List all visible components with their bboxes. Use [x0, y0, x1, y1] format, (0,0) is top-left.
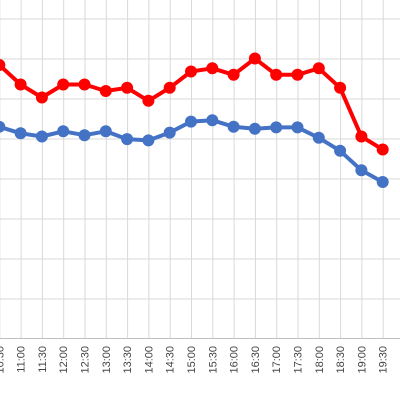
x-tick-label: 11:30 [37, 346, 49, 373]
data-point [355, 130, 368, 143]
data-point [99, 85, 112, 97]
x-tick-label: 15:00 [186, 346, 198, 374]
x-tick-label: 17:30 [293, 346, 305, 374]
grid [0, 0, 400, 339]
data-point [312, 62, 325, 75]
data-point [78, 129, 91, 142]
data-point [142, 134, 155, 147]
data-point [163, 81, 176, 94]
data-point [0, 120, 6, 133]
data-point [270, 68, 283, 81]
data-point [78, 78, 91, 91]
x-axis-tick-labels: 10:0010:3011:0011:3012:0012:3013:0013:30… [0, 346, 390, 374]
x-tick-label: 17:00 [271, 346, 283, 374]
x-tick-label: 19:00 [356, 346, 368, 374]
x-tick-label: 13:00 [101, 346, 113, 374]
data-point [121, 81, 134, 94]
x-tick-label: 13:30 [122, 346, 134, 374]
data-point [185, 65, 197, 78]
x-tick-label: 18:30 [335, 346, 347, 374]
data-point [227, 120, 240, 133]
x-tick-label: 11:00 [16, 346, 28, 373]
data-point [57, 78, 70, 91]
data-point [376, 176, 389, 188]
data-point [57, 125, 70, 138]
data-point [334, 144, 347, 157]
data-point [142, 94, 155, 107]
x-tick-label: 16:30 [250, 346, 262, 374]
data-point [206, 114, 219, 127]
data-point [291, 121, 304, 134]
x-tick-label: 14:00 [143, 346, 155, 374]
data-point [312, 131, 325, 144]
x-tick-label: 12:00 [58, 346, 70, 374]
data-point [206, 62, 219, 75]
data-point [163, 126, 176, 139]
x-tick-label: 14:30 [165, 346, 177, 374]
x-tick-label: 15:30 [207, 346, 219, 374]
x-tick-label: 18:00 [314, 346, 326, 374]
data-point [355, 164, 368, 177]
data-point [0, 59, 6, 71]
data-point [227, 68, 240, 81]
data-point [248, 52, 261, 65]
data-point [35, 91, 48, 104]
x-tick-label: 16:00 [229, 346, 241, 374]
x-tick-label: 12:30 [80, 346, 92, 374]
data-point [376, 143, 389, 156]
x-tick-label: 19:30 [378, 346, 390, 374]
series-0 [0, 52, 389, 156]
series-layer [0, 52, 389, 188]
data-point [14, 127, 27, 140]
data-point [185, 115, 197, 128]
data-point [291, 68, 304, 81]
data-point [14, 78, 27, 91]
series-1 [0, 114, 389, 188]
data-point [334, 81, 347, 94]
data-point [248, 122, 261, 135]
data-point [270, 121, 283, 134]
data-point [35, 130, 48, 143]
data-point [99, 125, 112, 138]
data-point [121, 133, 134, 146]
x-tick-label: 10:30 [0, 346, 6, 374]
